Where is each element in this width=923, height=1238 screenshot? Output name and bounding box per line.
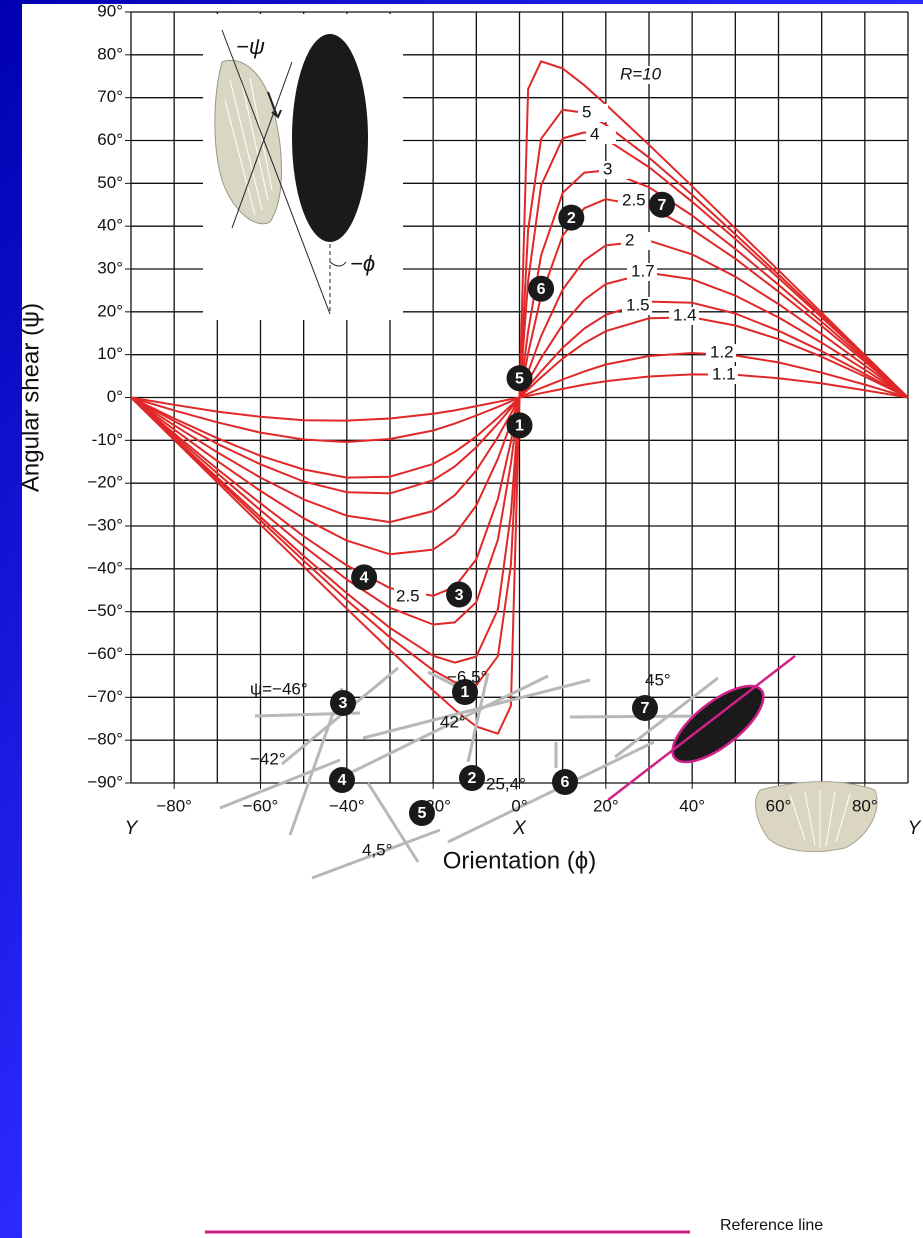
y-tick-label: 40° <box>97 216 123 235</box>
curve-label: 2 <box>625 230 634 249</box>
marker-label: 2 <box>567 210 576 227</box>
y-tick-label: -10° <box>92 430 123 449</box>
y-tick-label: −20° <box>87 473 123 492</box>
curve-label: 3 <box>603 159 612 178</box>
x-tick-label: 0° <box>511 796 527 815</box>
y-tick-label: 0° <box>107 387 123 406</box>
marker-label: 4 <box>338 772 347 789</box>
y-tick-label: −40° <box>87 558 123 577</box>
y-tick-label: −80° <box>87 730 123 749</box>
y-tick-label: 10° <box>97 344 123 363</box>
marker-label: 6 <box>537 281 546 298</box>
angle-label: 25,4° <box>486 774 526 793</box>
curve-label: 1.1 <box>712 364 736 383</box>
figure: −ψ −ϕ Reference line 90°80°70°60°50°40°3… <box>0 0 923 1238</box>
axis-end-label: Y <box>908 818 922 839</box>
marker-label: 3 <box>455 587 464 604</box>
curve-label: 1.2 <box>710 342 734 361</box>
curve-label: 5 <box>582 102 591 121</box>
y-tick-label: −90° <box>87 772 123 791</box>
y-axis-label: Angular shear (ψ) <box>17 303 44 492</box>
inset: −ψ −ϕ <box>203 14 403 320</box>
y-tick-label: 50° <box>97 173 123 192</box>
marker-label: 7 <box>641 700 650 717</box>
marker-label: 5 <box>418 805 427 822</box>
psi-label: −ψ <box>236 34 265 59</box>
marker-label: 4 <box>360 570 369 587</box>
marker-label: 6 <box>561 774 570 791</box>
x-tick-label: 40° <box>679 796 705 815</box>
x-tick-label: 60° <box>766 796 792 815</box>
x-tick-label: 20° <box>593 796 619 815</box>
marker-label: 1 <box>461 684 470 701</box>
y-tick-label: −50° <box>87 601 123 620</box>
y-tick-label: 70° <box>97 87 123 106</box>
x-tick-label: −60° <box>243 796 279 815</box>
angle-label: −6,5° <box>447 667 487 686</box>
axis-end-label: X <box>512 818 527 839</box>
y-tick-label: 60° <box>97 130 123 149</box>
angle-label: −42° <box>250 749 286 768</box>
y-tick-label: −60° <box>87 644 123 663</box>
x-axis-label: Orientation (ϕ) <box>443 847 597 874</box>
angle-label: 42° <box>440 712 466 731</box>
y-tick-label: 20° <box>97 301 123 320</box>
curve-label: 1.4 <box>673 305 697 324</box>
angle-label: 45° <box>645 670 671 689</box>
y-tick-label: −70° <box>87 687 123 706</box>
curve-label: R=10 <box>620 64 662 83</box>
marker-label: 1 <box>515 418 524 435</box>
curve-label: 1.5 <box>626 295 650 314</box>
marker-label: 5 <box>515 370 524 387</box>
curve-label: 4 <box>590 124 599 143</box>
marker-label: 2 <box>468 770 477 787</box>
reference-label: Reference line <box>720 1217 823 1234</box>
axis-end-label: Y <box>125 818 139 839</box>
angle-label: ψ=−46° <box>250 679 308 698</box>
y-tick-label: 80° <box>97 44 123 63</box>
strain-ellipse <box>292 34 368 242</box>
y-tick-label: 30° <box>97 258 123 277</box>
curve-label: 2.5 <box>622 190 646 209</box>
marker-label: 7 <box>657 197 666 214</box>
curve-label: 2.5 <box>396 586 420 605</box>
marker-label: 3 <box>339 695 348 712</box>
x-tick-label: −80° <box>156 796 192 815</box>
panel <box>22 4 923 1238</box>
y-tick-label: −30° <box>87 515 123 534</box>
x-tick-label: 80° <box>852 796 878 815</box>
x-tick-label: −40° <box>329 796 365 815</box>
curve-label: 1.7 <box>631 261 655 280</box>
angle-label: 4,5° <box>362 840 392 859</box>
y-tick-label: 90° <box>97 1 123 20</box>
phi-label: −ϕ <box>350 251 375 276</box>
